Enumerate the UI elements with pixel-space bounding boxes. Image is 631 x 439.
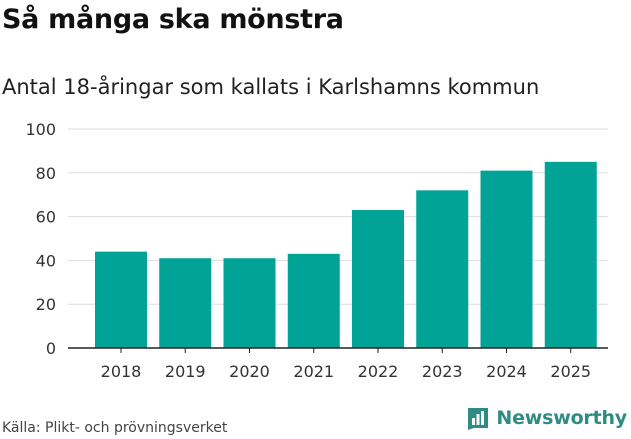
chart-title: Så många ska mönstra bbox=[2, 4, 344, 35]
y-tick-label: 20 bbox=[36, 295, 56, 314]
chart-subtitle: Antal 18-åringar som kallats i Karlshamn… bbox=[2, 75, 540, 99]
bar-2023 bbox=[416, 190, 469, 348]
y-tick-label: 40 bbox=[36, 251, 56, 270]
bar-chart: 0 20 40 60 80 100 2018 2019 2020 2021 2022 2023 2024… bbox=[25, 120, 608, 381]
bar-2021 bbox=[287, 253, 340, 348]
x-tick-label: 2025 bbox=[550, 362, 591, 381]
bar-2024 bbox=[480, 170, 533, 348]
x-tick-label: 2021 bbox=[293, 362, 334, 381]
y-tick-label: 80 bbox=[36, 164, 56, 183]
bar-chart-logo-icon bbox=[468, 408, 489, 430]
x-tick-label: 2022 bbox=[358, 362, 399, 381]
x-tick-label: 2018 bbox=[101, 362, 142, 381]
bar-2022 bbox=[352, 210, 404, 348]
x-tick-label: 2023 bbox=[422, 362, 463, 381]
x-tick-label: 2020 bbox=[229, 362, 270, 381]
y-tick-label: 0 bbox=[46, 339, 56, 358]
bar-2025 bbox=[544, 161, 597, 348]
y-tick-label: 100 bbox=[25, 120, 56, 139]
bar-2018 bbox=[95, 251, 147, 348]
brand-name: Newsworthy bbox=[496, 407, 627, 429]
x-tick-label: 2019 bbox=[165, 362, 206, 381]
y-tick-label: 60 bbox=[36, 208, 56, 227]
x-tick-label: 2024 bbox=[486, 362, 527, 381]
brand-logo: Newsworthy bbox=[466, 406, 627, 430]
bar-2020 bbox=[223, 258, 276, 348]
source-note: Källa: Plikt- och prövningsverket bbox=[2, 420, 228, 436]
bar-2019 bbox=[159, 258, 212, 348]
